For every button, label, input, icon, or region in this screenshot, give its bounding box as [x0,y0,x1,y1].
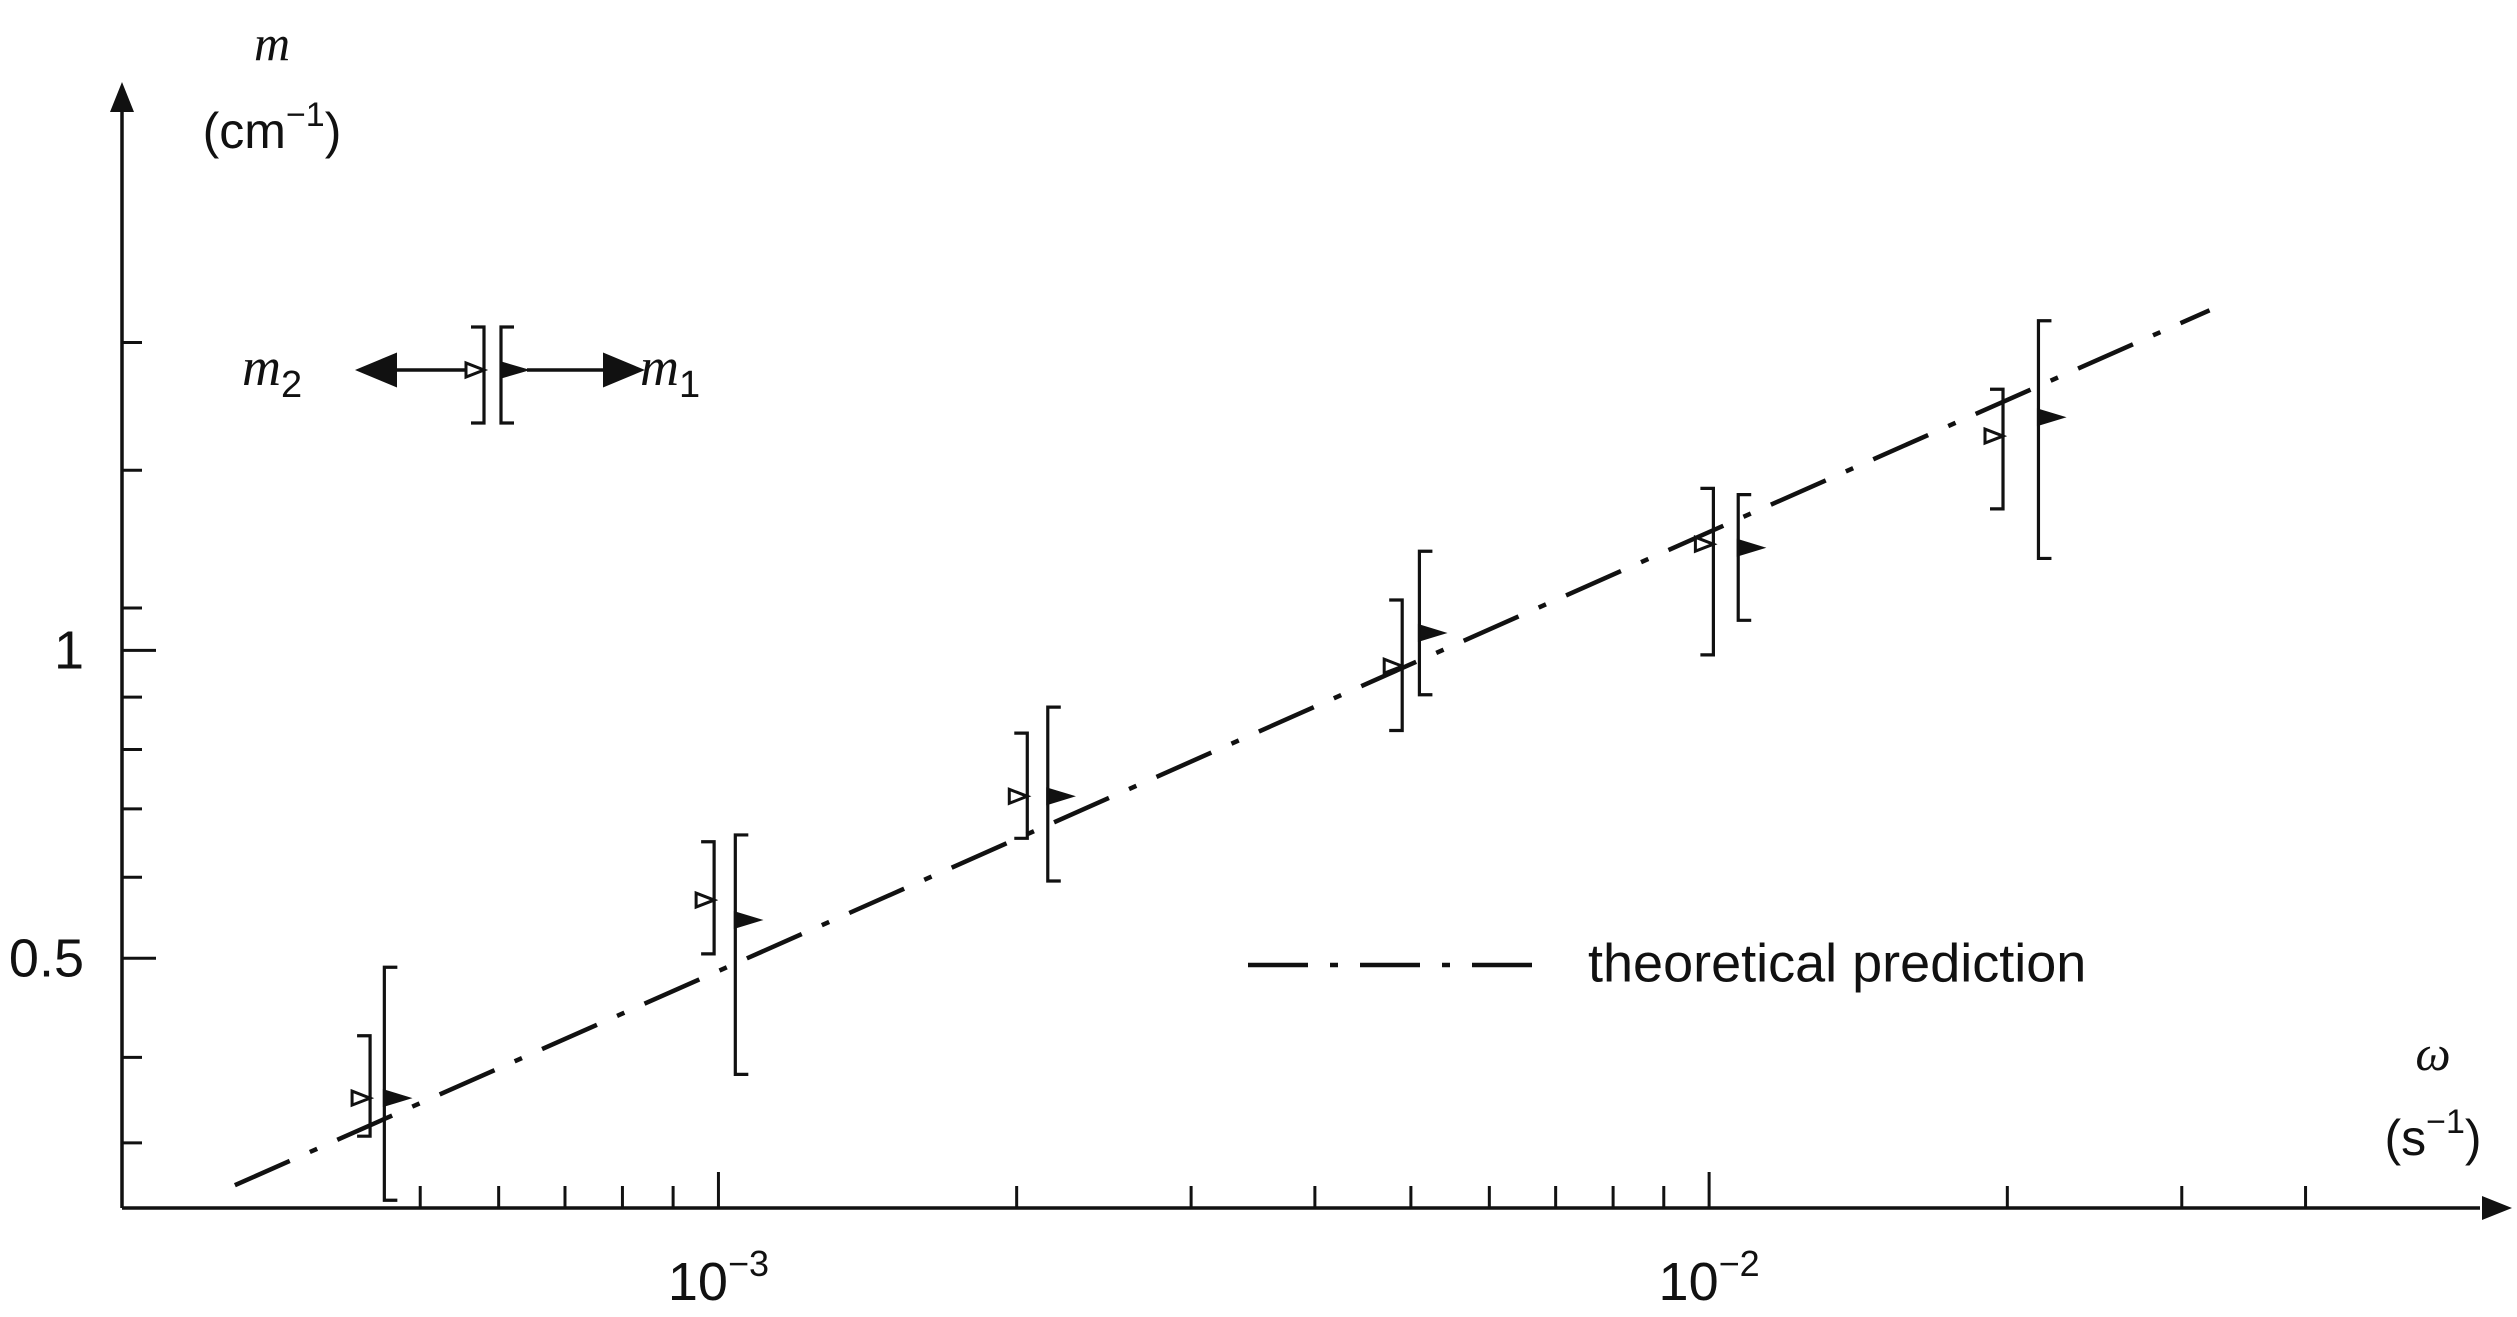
marker-m1 [2036,408,2067,427]
key-m2-label: m2 [242,337,302,406]
key-m1-marker [499,361,531,379]
y-axis-symbol: m [254,15,290,71]
key-m2-bracket [471,325,486,425]
x-ticks: 10−3 10−2 [418,1172,2308,1312]
marker-m2 [1007,787,1032,806]
marker-m2 [1382,657,1407,676]
marker-m1 [733,910,764,930]
error-bar-m2 [357,1034,372,1138]
x-tick-label: 10−3 [668,1243,769,1312]
point-m1 [2036,319,2067,561]
marker-m2 [694,890,719,910]
data-points [350,319,2067,1202]
point-m2 [350,1034,375,1138]
error-bar-m1 [1417,549,1433,697]
x-axis-unit: (s−1) [2384,1103,2481,1166]
point-m2 [1983,387,2008,511]
x-axis-arrow-icon [2482,1196,2512,1220]
error-bar-m2 [1990,387,2005,511]
marker-m2 [1693,535,1718,554]
point-m2 [694,840,719,956]
marker-m1 [1736,538,1767,557]
error-bar-m1 [382,965,398,1202]
legend-label: theoretical prediction [1588,933,2086,993]
marker-m1 [1417,623,1448,642]
marker-m2 [350,1088,375,1108]
point-m1 [733,833,764,1076]
marker-m1 [382,1089,413,1108]
point-m1 [1046,705,1076,883]
error-bar-m1 [1736,493,1752,622]
point-m1 [1736,493,1767,622]
error-bar-m1 [733,833,749,1076]
y-axis-arrow-icon [110,82,134,112]
marker-m2 [1983,426,2008,446]
legend: theoretical prediction [1248,933,2086,993]
y-axis-unit: (cm−1) [203,96,342,159]
point-m1 [1417,549,1448,697]
key-m2-marker [464,360,489,380]
point-m2 [1382,598,1407,733]
theory-line [233,308,2211,1188]
x-axis-symbol: ω [2415,1025,2450,1081]
error-bar-m2 [1014,731,1029,840]
x-tick-label: 10−2 [1659,1243,1760,1312]
y-tick-label: 0.5 [9,928,84,988]
y-tick-label: 1 [54,620,84,680]
error-bar-m1 [2036,319,2052,561]
key-m1-label: m1 [640,337,700,406]
marker-m1 [1046,787,1076,806]
error-bar-m2 [701,840,716,956]
point-m2 [1007,731,1032,840]
point-m2 [1693,486,1718,657]
point-m1 [382,965,413,1202]
error-bar-m2 [1700,486,1715,657]
marker-key: m2 m1 [242,325,700,425]
y-ticks: 10.5 [9,340,156,1145]
